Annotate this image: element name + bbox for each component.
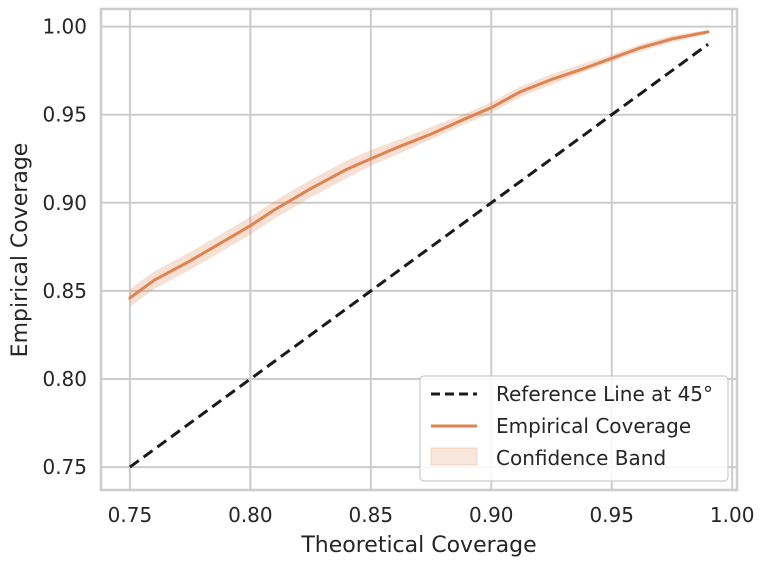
- y-tick-labels: 0.75 0.80 0.85 0.90 0.95 1.00: [42, 15, 87, 479]
- legend-box: [419, 375, 729, 482]
- reference-line: [129, 43, 709, 469]
- y-tick-label: 0.80: [42, 367, 87, 391]
- x-tick-label: 0.90: [469, 503, 514, 527]
- empirical-coverage-line: [128, 30, 710, 300]
- y-tick-label: 0.75: [42, 455, 87, 479]
- x-tick-label: 0.95: [589, 503, 634, 527]
- y-tick-label: 0.90: [42, 191, 87, 215]
- y-axis-label: Empirical Coverage: [8, 143, 33, 358]
- grid-lines: [101, 9, 737, 490]
- y-tick-label: 0.95: [42, 103, 87, 127]
- legend: Reference Line at 45° Empirical Coverage…: [419, 375, 729, 482]
- x-tick-label: 0.85: [349, 503, 394, 527]
- x-axis-label: Theoretical Coverage: [300, 533, 536, 558]
- x-tick-labels: 0.75 0.80 0.85 0.90 0.95 1.00: [108, 503, 755, 527]
- x-tick-label: 1.00: [710, 503, 755, 527]
- series-lines-layer: [128, 30, 710, 469]
- plot-frame: [99, 7, 739, 492]
- x-tick-label: 0.80: [228, 503, 273, 527]
- legend-label-empirical-coverage: Empirical Coverage: [496, 414, 691, 438]
- legend-swatch-confidence-band: [430, 447, 478, 466]
- legend-label-reference-line: Reference Line at 45°: [496, 382, 713, 406]
- y-tick-label: 1.00: [42, 15, 87, 39]
- legend-label-confidence-band: Confidence Band: [496, 446, 666, 470]
- y-tick-label: 0.85: [42, 279, 87, 303]
- x-tick-label: 0.75: [108, 503, 153, 527]
